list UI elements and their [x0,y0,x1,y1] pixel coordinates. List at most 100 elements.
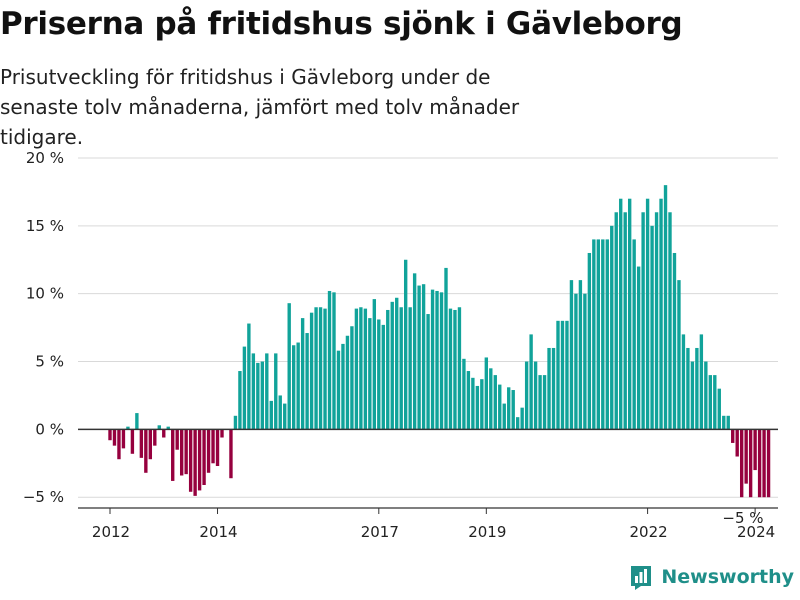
brand-name: Newsworthy [661,566,794,588]
bar [139,429,144,458]
bar [484,357,489,430]
bar [757,429,762,498]
bar [753,429,757,471]
y-tick-label: −5 % [23,488,64,506]
bar [153,429,157,446]
bar [188,429,193,492]
y-tick-label: 0 % [35,420,64,438]
bar [256,362,260,430]
bar [681,334,686,430]
bar [318,307,323,430]
bar [408,307,412,430]
bar [502,403,506,430]
bar [162,429,166,438]
bar [650,225,654,430]
bar [296,342,300,430]
bar [627,198,632,430]
bar [314,307,318,430]
bar [538,375,542,430]
bar [493,375,497,430]
bar [744,429,748,484]
bar [377,319,381,430]
bar [412,273,417,430]
bar [596,239,601,430]
bar [672,252,677,430]
bar [717,388,721,430]
bar [731,429,735,443]
bar [130,429,135,454]
bar [184,429,188,475]
bar [381,324,385,430]
bar [291,345,296,430]
bar [171,429,175,481]
bar [300,318,305,430]
bar [462,358,466,430]
bar [197,429,202,491]
bar [211,429,215,464]
bar [341,343,345,430]
bar [766,429,771,498]
bar [690,361,695,430]
bar [175,429,179,450]
bar [507,387,511,430]
bar [166,426,170,430]
bar [565,320,569,430]
bar [309,312,314,430]
y-tick-label: 15 % [26,217,64,235]
bar [372,299,377,430]
bar [251,353,256,430]
bar [448,308,453,430]
bar [430,289,435,430]
bar [368,318,372,430]
bar [202,429,206,485]
bar [206,429,211,473]
bar [529,334,533,430]
bar [193,429,197,496]
x-tick-label: 2012 [92,523,130,541]
bar [547,347,551,430]
bar [574,293,578,430]
bar [663,185,668,430]
bar [533,361,538,430]
bar [332,292,336,430]
axis-layer: 2012 2014 2017 2019 2022 2024 [78,428,778,541]
bar [659,198,663,430]
bar [148,429,153,460]
bar [135,413,139,430]
brand-logo: Newsworthy [629,564,794,590]
bar [466,371,471,430]
bar [421,284,426,430]
bar [699,334,704,430]
bar [471,377,475,430]
bar [645,198,650,430]
bar [179,429,184,476]
x-tick-label: 2019 [468,523,506,541]
bar [515,417,520,430]
bar [695,347,699,430]
bar [238,371,242,430]
x-tick-label: 2024 [737,523,775,541]
bar [283,403,287,430]
bar-chart-logo-icon [631,566,652,590]
bar [489,368,493,430]
bar [403,259,408,430]
bar [636,266,641,430]
bar [453,309,457,430]
bar [117,429,121,460]
bar [583,293,587,430]
bar [220,429,224,438]
bar [542,375,547,430]
bar [363,308,368,430]
bar [556,320,560,430]
bar [578,280,583,430]
bar-series [108,185,771,498]
bar [587,252,592,430]
bar [654,212,659,430]
bar [524,361,529,430]
bar [287,303,291,430]
x-tick-label: 2017 [361,523,399,541]
bar [233,415,238,430]
bar [350,326,354,430]
bar [748,429,753,498]
bar [623,212,627,430]
